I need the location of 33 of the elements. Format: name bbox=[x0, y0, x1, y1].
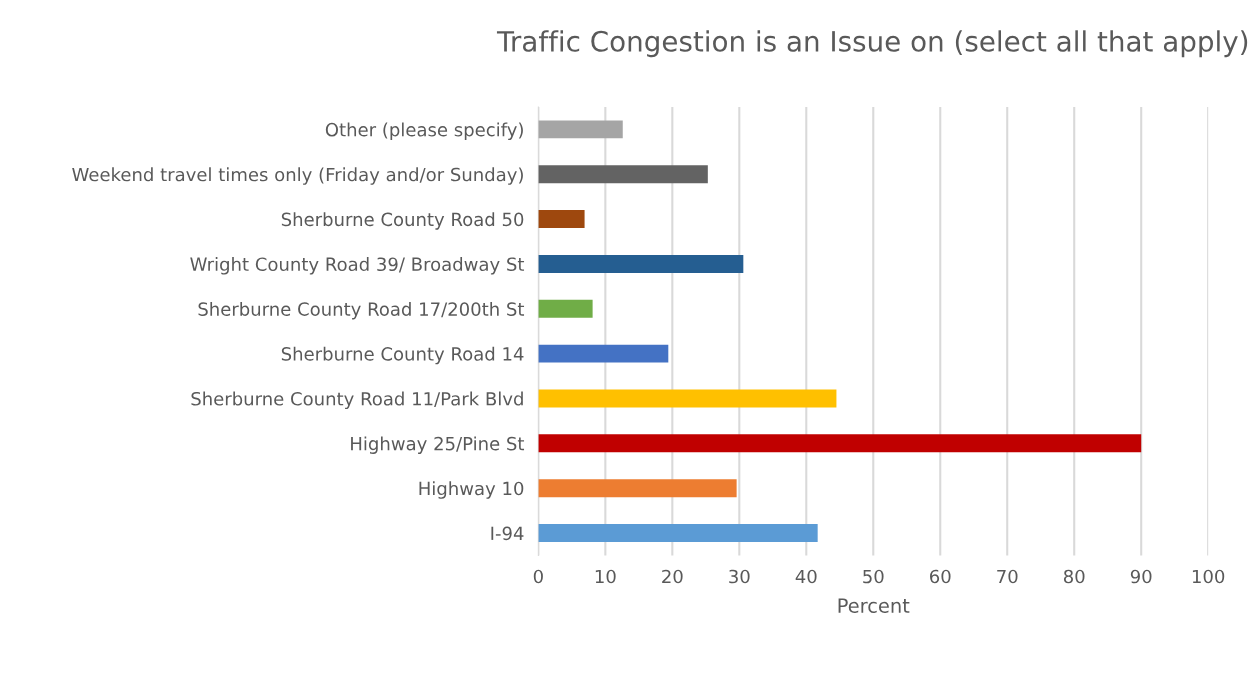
y-tick-label: Highway 25/Pine St bbox=[351, 436, 525, 454]
x-tick-label: 0 bbox=[533, 569, 543, 584]
bar bbox=[538, 344, 669, 363]
bar bbox=[538, 524, 818, 542]
x-tick-label: 100 bbox=[1192, 569, 1225, 584]
y-tick-label: Weekend travel times only (Friday and/or Sunday) bbox=[72, 167, 523, 185]
y-tick-label: Sherburne County Road 17/200th St bbox=[198, 301, 525, 320]
x-tick-label: 10 bbox=[595, 569, 616, 584]
bar bbox=[538, 210, 585, 229]
x-tick-label: 80 bbox=[1063, 569, 1085, 584]
x-tick-label: 60 bbox=[930, 569, 951, 584]
bar bbox=[538, 389, 837, 408]
bar bbox=[538, 479, 737, 498]
bar bbox=[538, 165, 708, 184]
y-tick-label: Other (please specify) bbox=[325, 122, 523, 140]
bar bbox=[538, 434, 1142, 453]
bar bbox=[538, 299, 593, 318]
x-tick-label: 90 bbox=[1130, 569, 1152, 584]
bar bbox=[538, 120, 623, 139]
y-tick-label: Highway 10 bbox=[419, 481, 524, 499]
x-tick-label: 50 bbox=[863, 569, 884, 584]
x-tick-label: 30 bbox=[729, 569, 750, 584]
x-tick-label: 40 bbox=[795, 569, 817, 584]
y-tick-label: Sherburne County Road 14 bbox=[281, 346, 524, 365]
x-axis-title: Percent bbox=[838, 598, 910, 613]
x-tick-label: 70 bbox=[997, 569, 1018, 584]
y-tick-label: Wright County Road 39/ Broadway St bbox=[190, 257, 525, 275]
y-tick-label: Sherburne County Road 11/Park Blvd bbox=[191, 391, 523, 410]
x-tick-label: 20 bbox=[662, 569, 683, 584]
y-tick-label: I-94 bbox=[491, 526, 524, 541]
bar bbox=[538, 254, 744, 273]
y-tick-label: Sherburne County Road 50 bbox=[281, 212, 524, 230]
chart-title: Traffic Congestion is an Issue on (select all that apply) bbox=[496, 30, 1248, 58]
